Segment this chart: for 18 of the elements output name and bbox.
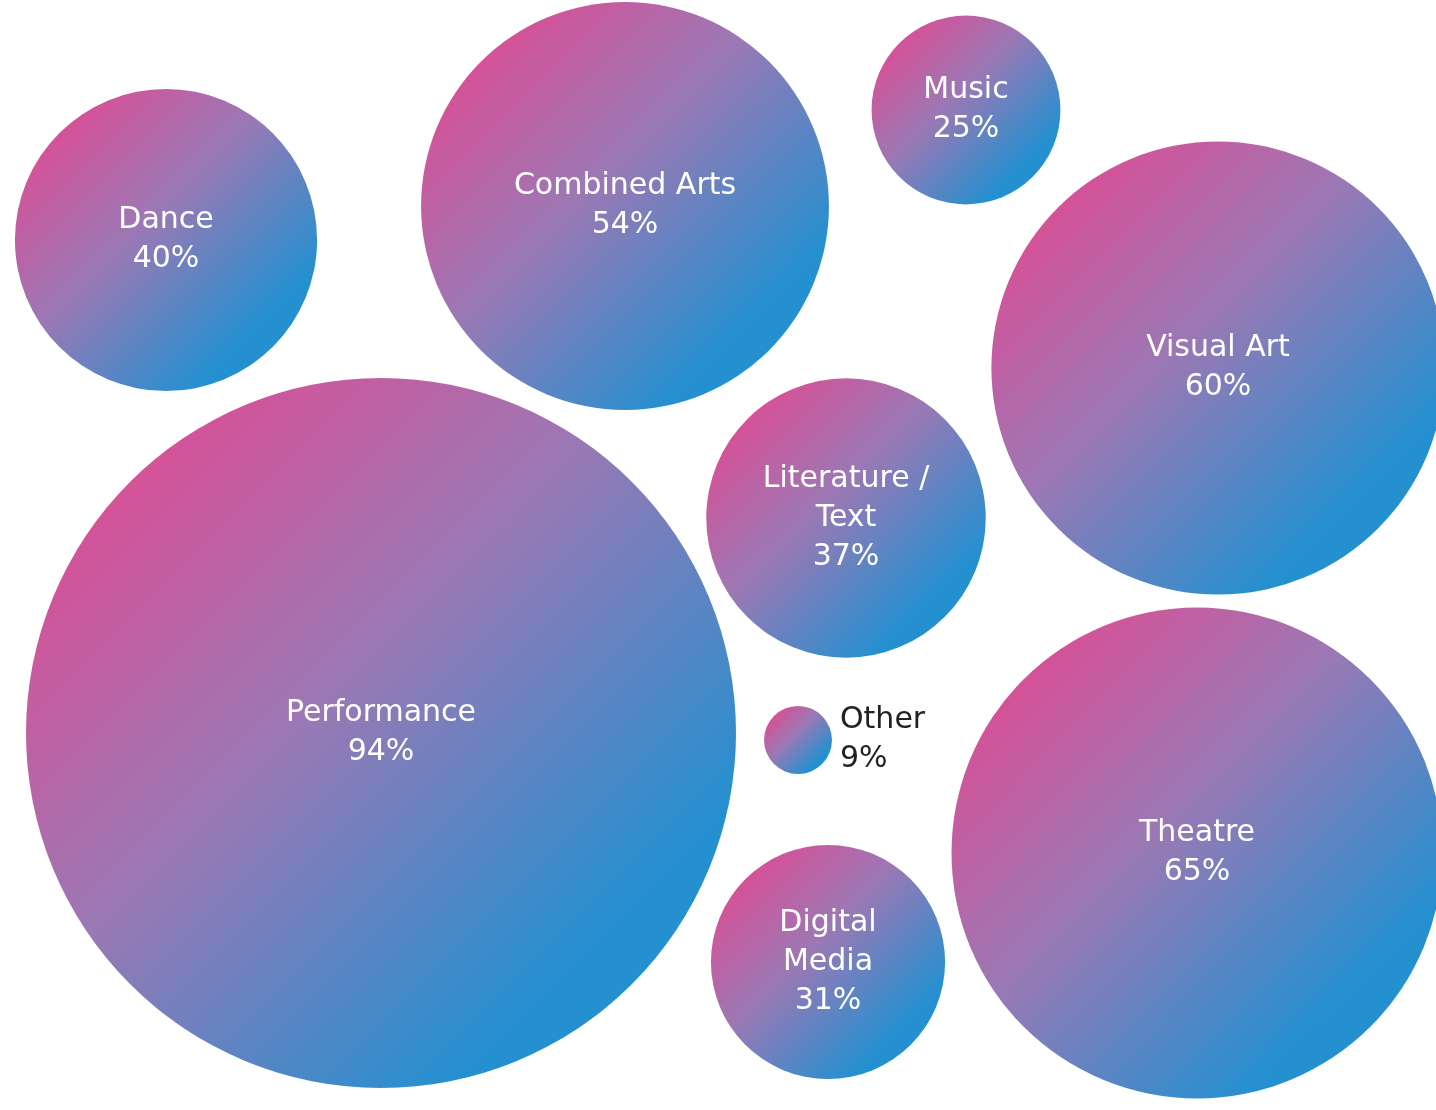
data-label: 9%	[839, 739, 888, 775]
data-label: 31%	[794, 980, 862, 1016]
category-label: Visual Art	[1146, 328, 1291, 364]
category-label: Theatre	[1137, 813, 1256, 849]
data-label: 40%	[132, 239, 200, 275]
data-label: 65%	[1163, 852, 1231, 888]
data-label: 60%	[1184, 367, 1252, 403]
category-label: Performance	[285, 693, 477, 729]
category-label: Music	[923, 70, 1009, 106]
data-label: 54%	[591, 205, 659, 241]
data-label: 94%	[347, 732, 415, 768]
data-label: 25%	[932, 109, 1000, 145]
data-label: 37%	[812, 536, 880, 572]
category-label: Dance	[118, 200, 214, 236]
category-label: Combined Arts	[513, 166, 737, 202]
category-label: Literature / Text	[762, 458, 931, 533]
category-label: Other	[839, 700, 926, 736]
category-label: Digital Media	[779, 902, 877, 977]
